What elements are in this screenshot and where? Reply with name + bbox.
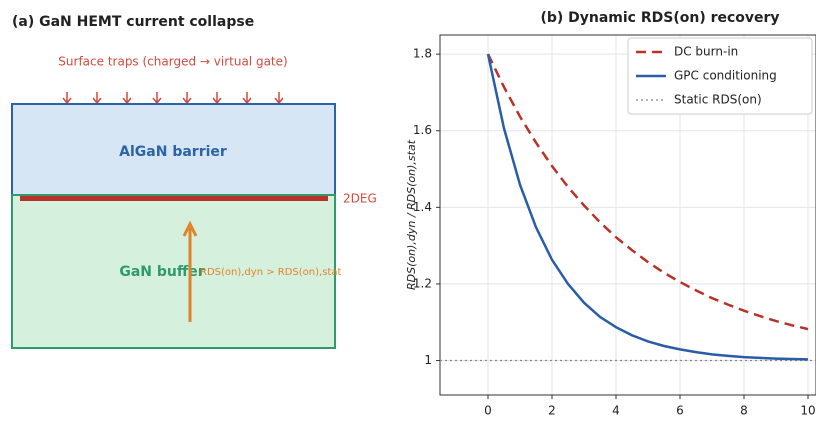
y-tick-label: 1.2 xyxy=(413,276,432,290)
diagram-panel: (a) GaN HEMT current collapse Surface tr… xyxy=(12,14,377,348)
traps-label: Surface traps (charged → virtual gate) xyxy=(58,55,287,69)
y-tick-label: 1.8 xyxy=(413,47,432,61)
diagram-title: (a) GaN HEMT current collapse xyxy=(12,14,254,30)
chart-title: (b) Dynamic RDS(on) recovery xyxy=(540,10,779,26)
legend-label: GPC conditioning xyxy=(674,69,777,83)
buffer-label: GaN buffer xyxy=(119,264,204,280)
x-tick-label: 8 xyxy=(740,404,748,418)
x-tick-label: 4 xyxy=(612,404,620,418)
barrier-label: AlGaN barrier xyxy=(119,144,227,160)
annotation: RDS(on),dyn > RDS(on),stat xyxy=(200,267,341,278)
channel-label: 2DEG xyxy=(343,192,377,206)
y-tick-label: 1 xyxy=(424,353,432,367)
x-tick-label: 6 xyxy=(676,404,684,418)
y-tick-label: 1.4 xyxy=(413,200,432,214)
x-tick-label: 2 xyxy=(548,404,556,418)
x-tick-label: 10 xyxy=(800,404,815,418)
chart-panel: (b) Dynamic RDS(on) recovery RDS(on),dyn … xyxy=(405,10,816,418)
legend-label: DC burn-in xyxy=(674,45,738,59)
figure: (a) GaN HEMT current collapse Surface tr… xyxy=(0,0,816,430)
channel-2deg xyxy=(20,196,328,201)
y-tick-label: 1.6 xyxy=(413,123,432,137)
x-tick-label: 0 xyxy=(484,404,492,418)
y-axis-label: RDS(on),dyn / RDS(on),stat xyxy=(405,139,418,290)
legend-label: Static RDS(on) xyxy=(674,93,762,107)
trap-arrows xyxy=(63,92,283,103)
